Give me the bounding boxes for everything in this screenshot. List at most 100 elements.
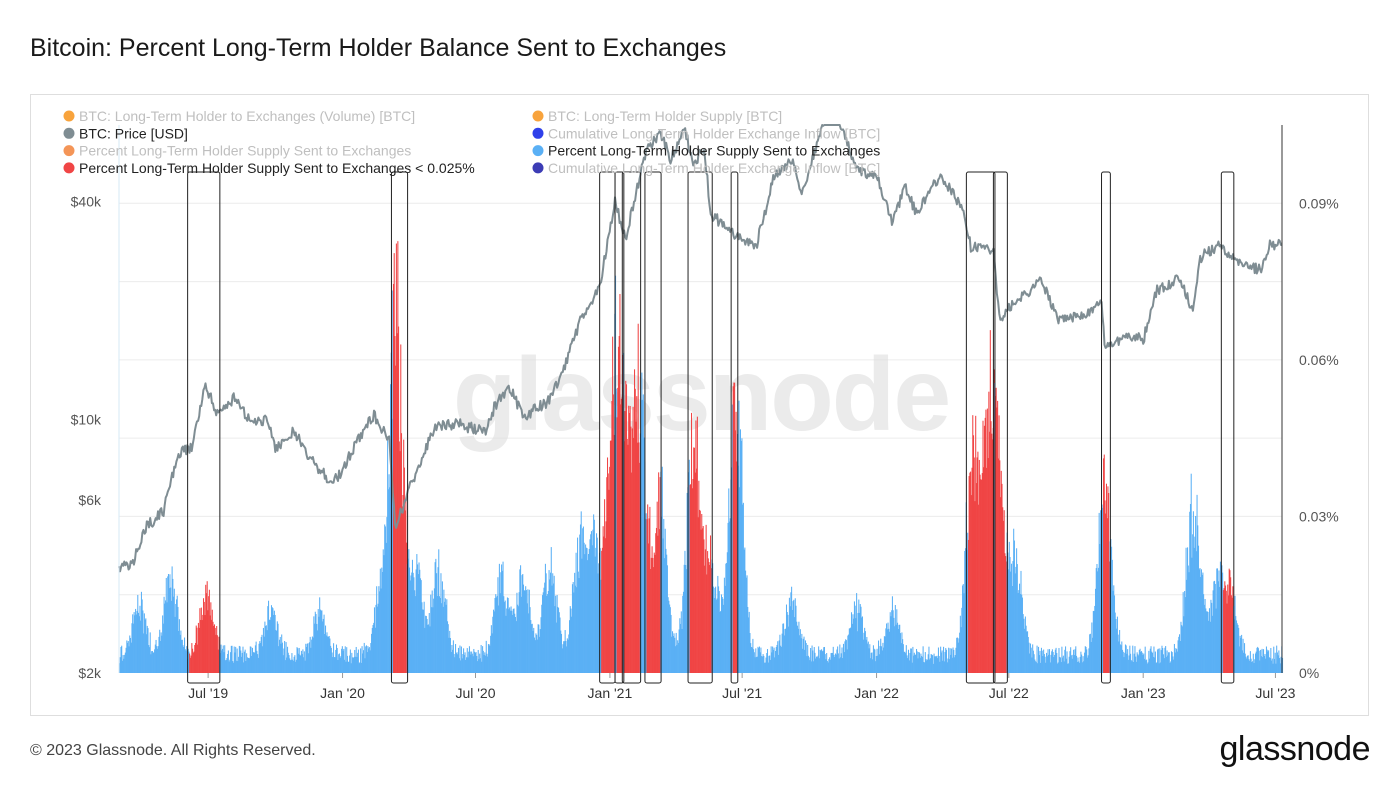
percent-bar xyxy=(1176,649,1178,673)
highlight-window-box xyxy=(614,171,625,684)
percent-bar xyxy=(1143,653,1145,673)
percent-bar xyxy=(1206,611,1208,673)
percent-bar xyxy=(924,662,926,673)
highlight-bar xyxy=(611,400,613,673)
percent-bar xyxy=(534,640,536,673)
percent-bar xyxy=(593,519,595,673)
percent-bar xyxy=(314,623,316,673)
percent-bar xyxy=(959,615,961,673)
percent-bar xyxy=(1118,641,1120,673)
percent-bar xyxy=(1122,649,1124,673)
highlight-bar xyxy=(404,510,406,673)
highlight-bar xyxy=(704,565,706,673)
percent-bar xyxy=(1238,646,1240,673)
percent-bar xyxy=(341,646,343,673)
percent-bar xyxy=(230,652,232,673)
percent-bar xyxy=(1059,657,1061,673)
percent-bar xyxy=(1130,653,1132,673)
percent-bar xyxy=(1046,652,1048,673)
percent-bar xyxy=(535,633,537,673)
percent-bar xyxy=(222,648,224,673)
highlight-bar xyxy=(699,510,701,673)
highlight-bar xyxy=(653,552,655,673)
percent-bar xyxy=(283,648,285,673)
percent-bar xyxy=(302,649,304,673)
percent-bar xyxy=(661,466,663,673)
percent-bar xyxy=(273,614,275,673)
percent-bar xyxy=(803,636,805,673)
percent-bar xyxy=(1168,652,1170,673)
percent-bar xyxy=(722,598,724,673)
highlight-bar xyxy=(638,442,640,673)
percent-bar xyxy=(1097,571,1099,673)
highlight-bar xyxy=(736,461,738,673)
percent-bar xyxy=(1222,572,1224,673)
percent-bar xyxy=(380,588,382,673)
percent-bar xyxy=(264,621,266,673)
percent-bar xyxy=(127,641,129,673)
highlight-window-box xyxy=(992,171,1008,684)
percent-bar xyxy=(287,646,289,673)
percent-bar xyxy=(942,660,944,673)
percent-bar xyxy=(576,587,578,673)
percent-bar xyxy=(666,565,668,673)
percent-bar xyxy=(615,388,617,673)
percent-bar xyxy=(424,627,426,673)
percent-bar xyxy=(813,661,815,673)
percent-bar xyxy=(527,589,529,673)
percent-bar xyxy=(1051,651,1053,673)
percent-bar xyxy=(1178,634,1181,673)
percent-bar xyxy=(750,646,752,673)
percent-bar xyxy=(920,653,922,673)
percent-bar xyxy=(1166,650,1168,673)
percent-bar xyxy=(476,661,479,673)
percent-bar xyxy=(1039,650,1041,673)
percent-bar xyxy=(880,638,882,673)
percent-bar xyxy=(929,658,931,673)
percent-bar xyxy=(1216,568,1218,673)
percent-bar xyxy=(497,577,499,673)
percent-bar xyxy=(452,640,454,673)
percent-bar xyxy=(379,591,381,673)
percent-bar xyxy=(353,657,355,673)
percent-bar xyxy=(1074,649,1076,673)
percent-bar xyxy=(1096,564,1098,673)
highlight-bar xyxy=(653,567,655,673)
percent-bar xyxy=(387,438,389,673)
percent-bar xyxy=(1009,557,1011,673)
percent-bar xyxy=(453,653,455,673)
highlight-bar xyxy=(628,405,630,673)
percent-bar xyxy=(1092,637,1094,673)
percent-bar xyxy=(1173,659,1175,673)
highlight-window-box xyxy=(390,171,409,684)
percent-bar xyxy=(675,632,677,673)
percent-bar xyxy=(540,617,542,673)
percent-bar xyxy=(1088,648,1090,673)
highlight-bar xyxy=(190,655,192,673)
percent-bar xyxy=(547,590,549,673)
highlight-bar xyxy=(691,488,693,673)
percent-bar xyxy=(1025,625,1027,673)
percent-bar xyxy=(1120,645,1122,673)
percent-bar xyxy=(848,634,850,673)
percent-bar xyxy=(460,660,462,673)
highlight-bar xyxy=(693,447,695,673)
percent-bar xyxy=(927,654,929,673)
percent-bar xyxy=(1246,658,1248,673)
highlight-bar xyxy=(199,608,201,673)
percent-bar xyxy=(154,644,156,673)
percent-bar xyxy=(783,635,785,673)
percent-bar xyxy=(505,615,507,673)
highlight-bar xyxy=(985,409,987,673)
highlight-bar xyxy=(699,509,701,673)
highlight-bar xyxy=(987,458,989,673)
highlight-bar xyxy=(1225,585,1227,673)
percent-bar xyxy=(839,644,841,673)
percent-bar xyxy=(1015,566,1017,673)
percent-bar xyxy=(1238,627,1240,673)
percent-bar xyxy=(124,652,126,673)
percent-bar xyxy=(555,622,557,673)
percent-bar xyxy=(1091,622,1093,673)
percent-bar xyxy=(930,653,932,673)
percent-bar xyxy=(170,600,172,673)
